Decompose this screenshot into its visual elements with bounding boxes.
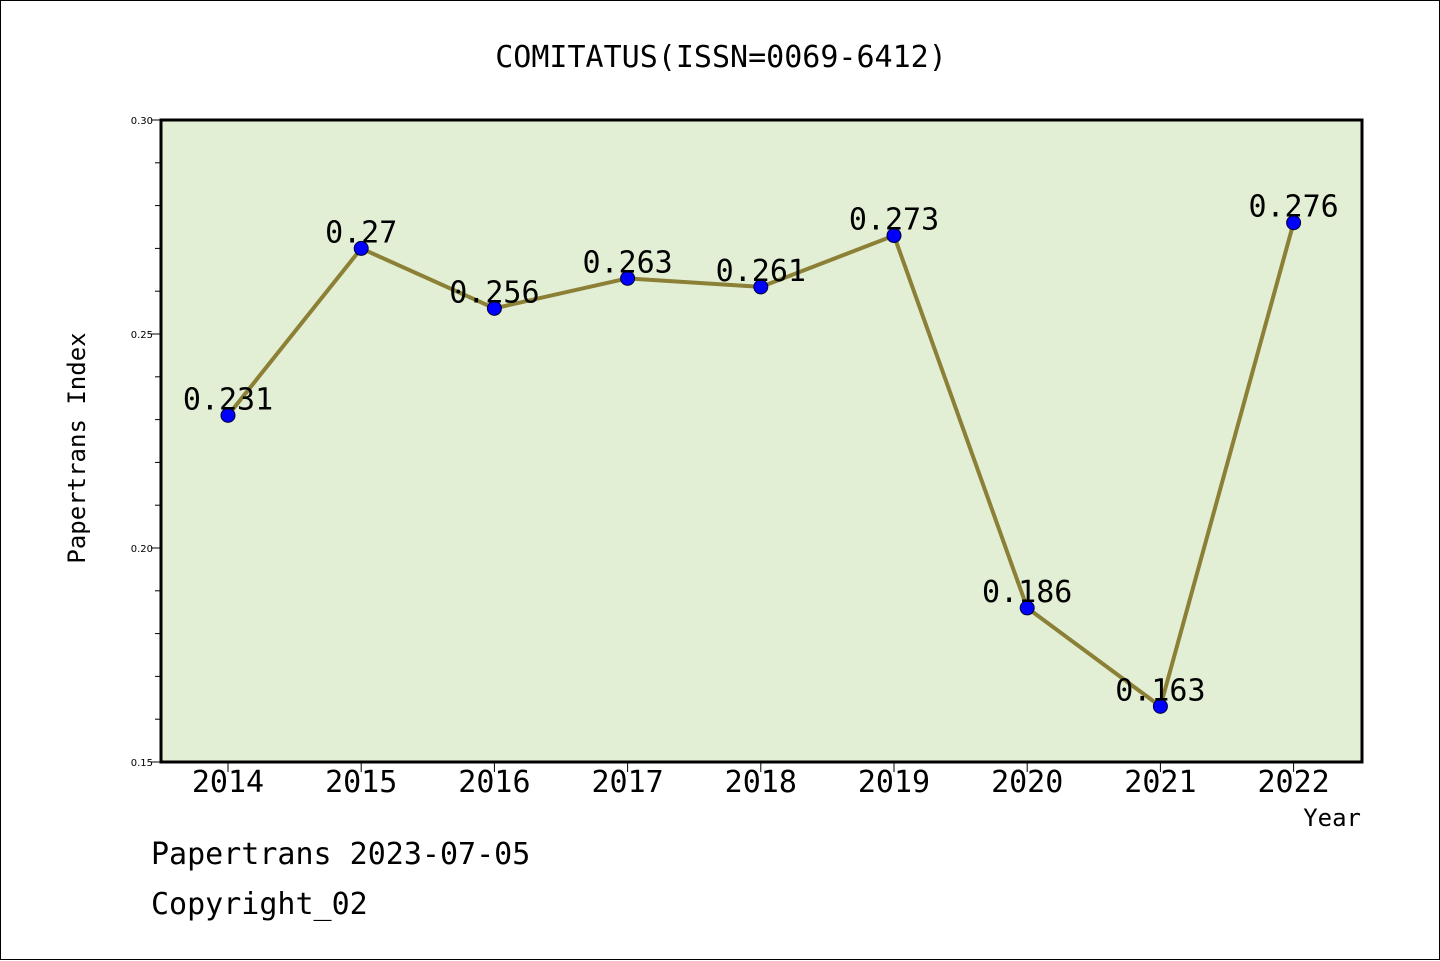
data-point — [620, 270, 636, 286]
x-tick-label: 2015 — [325, 765, 397, 800]
y-tick-label: 0.15 — [131, 758, 153, 769]
data-label: 0.276 — [1248, 190, 1338, 225]
data-label: 0.261 — [716, 254, 806, 289]
data-point — [486, 300, 502, 316]
y-axis-label: Papertrans Index — [63, 332, 91, 563]
data-label: 0.27 — [325, 215, 397, 250]
y-axis: 0.15 0.20 0.25 0.30 — [131, 116, 161, 769]
data-point — [353, 240, 369, 256]
data-label: 0.163 — [1115, 673, 1205, 708]
x-tick-label: 2016 — [458, 765, 530, 800]
series-group: 0.231 0.27 0.256 0.263 0.261 0.273 0.186 0.163 0… — [183, 190, 1339, 714]
x-tick-label: 2017 — [591, 765, 663, 800]
data-point — [886, 228, 902, 244]
chart-title: COMITATUS(ISSN=0069-6412) — [495, 40, 947, 75]
y-tick-label: 0.25 — [131, 330, 153, 341]
x-axis: 2014 2015 2016 2017 2018 2019 2020 2021 2022 — [192, 762, 1330, 800]
x-tick-label: 2014 — [192, 765, 264, 800]
x-axis-label: Year — [1303, 804, 1361, 832]
y-tick-label: 0.30 — [131, 116, 153, 127]
data-point — [220, 407, 236, 423]
footer-date: Papertrans 2023-07-05 — [151, 837, 531, 872]
plot-area — [159, 118, 1364, 764]
x-tick-label: 2020 — [991, 765, 1063, 800]
x-tick-label: 2018 — [725, 765, 797, 800]
data-point — [1152, 698, 1168, 714]
data-label: 0.273 — [849, 203, 939, 238]
footer-copyright: Copyright_02 — [151, 887, 368, 922]
data-label: 0.263 — [582, 245, 672, 280]
y-tick-label: 0.20 — [131, 544, 153, 555]
x-tick-label: 2021 — [1124, 765, 1196, 800]
data-label: 0.256 — [449, 275, 539, 310]
data-label: 0.186 — [982, 575, 1072, 610]
x-tick-label: 2019 — [858, 765, 930, 800]
data-point — [1019, 600, 1035, 616]
x-tick-label: 2022 — [1257, 765, 1329, 800]
data-point — [1286, 215, 1302, 231]
data-point — [753, 279, 769, 295]
data-label: 0.231 — [183, 382, 273, 417]
